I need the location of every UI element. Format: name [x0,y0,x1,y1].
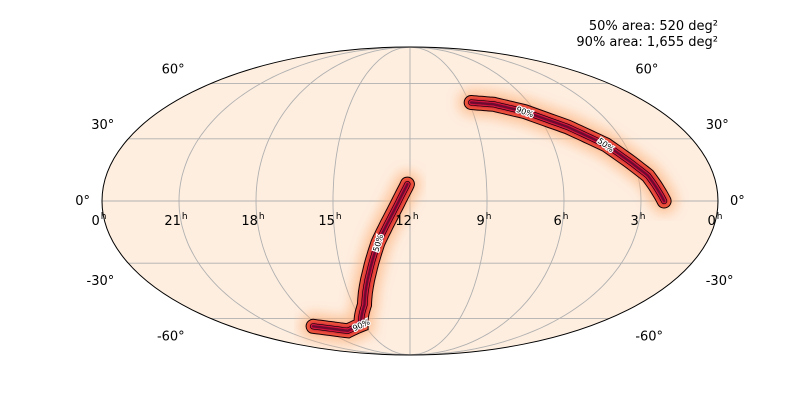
ra-tick-label: 0h [708,212,723,229]
dec-tick-label-right: 30° [706,118,729,133]
ra-tick-label: 0h [92,212,107,229]
dec-tick-label-right: 60° [635,63,658,78]
dec-tick-label-left: -60° [157,329,185,344]
dec-tick-label-left: 0° [75,194,90,209]
ra-tick-sup: h [413,212,419,222]
ra-tick-sup: h [336,212,342,222]
area-90-label: 90% area: 1,655 deg² [576,35,718,50]
prob-peak [311,182,409,333]
tick-labels: 0h 21h 18h 15h 12h 9h 6h 3h 0h60°30°0°-30°-60°60… [75,63,745,345]
ra-tick-sup: h [486,212,492,222]
ra-gridline [409,47,642,355]
ra-gridline [178,47,411,355]
ra-tick-sup: h [182,212,188,222]
probability-layer: 90%50% 90%50% [300,89,678,345]
dec-tick-label-right: 0° [730,194,745,209]
ra-tick-sup: h [101,212,107,222]
dec-tick-label-left: -30° [87,274,115,289]
ra-tick-sup: h [259,212,265,222]
south-arc: 90%50% [300,171,421,345]
north-arc: 90%50% [458,89,678,214]
ra-tick-sup: h [717,212,723,222]
dec-tick-label-right: -30° [706,274,734,289]
sky-outline [101,46,719,356]
ra-tick-sup: h [563,212,569,222]
ra-gridline [409,47,488,355]
area-50-label: 50% area: 520 deg² [588,19,718,34]
dec-tick-label-right: -60° [635,329,663,344]
dec-tick-label-left: 60° [162,63,185,78]
ra-gridline [409,47,565,355]
prob-peak [470,101,666,203]
ra-tick-sup: h [640,212,646,222]
dec-tick-label-left: 30° [91,118,114,133]
